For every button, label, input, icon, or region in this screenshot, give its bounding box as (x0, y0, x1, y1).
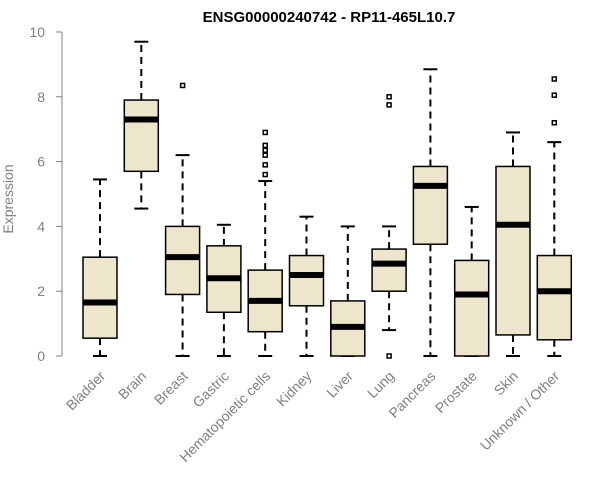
outlier-point (262, 147, 268, 154)
outlier-point (262, 129, 268, 136)
box-liver (330, 225, 366, 357)
outlier-point (551, 76, 558, 82)
iqr-box (412, 165, 449, 245)
x-category-label: Skin (491, 368, 522, 399)
x-category-label: Bladder (63, 368, 109, 414)
x-category-label: Kidney (273, 368, 315, 410)
y-tick-label: 2 (37, 283, 45, 299)
outlier-point (386, 94, 392, 100)
box-prostate (453, 205, 490, 357)
x-category-label: Lung (364, 368, 397, 401)
x-category-label: Prostate (432, 368, 480, 416)
iqr-box (288, 254, 325, 307)
box-hematopoietic-cells (247, 129, 283, 357)
box-skin (495, 131, 531, 357)
chart-title: ENSG00000240742 - RP11-465L10.7 (203, 9, 456, 26)
box-kidney (288, 215, 325, 357)
iqr-box (82, 256, 118, 339)
box-brain (123, 40, 160, 210)
y-tick-label: 4 (37, 218, 45, 234)
y-tick-label: 10 (29, 24, 45, 40)
box-pancreas (412, 68, 449, 357)
outlier-point (551, 119, 558, 126)
box-bladder (82, 178, 118, 357)
iqr-box (371, 248, 407, 292)
y-axis-label: Expression (0, 164, 16, 233)
outlier-point (386, 102, 392, 108)
y-tick-label: 0 (37, 348, 45, 364)
outlier-point (262, 142, 268, 149)
iqr-box (123, 99, 160, 173)
outlier-point (179, 82, 186, 89)
outlier-point (262, 171, 268, 178)
iqr-box (453, 259, 490, 357)
outlier-point (262, 152, 268, 158)
x-category-label: Brain (115, 368, 149, 402)
y-tick-label: 8 (37, 89, 45, 105)
box-gastric (206, 223, 242, 357)
boxes-group (82, 40, 573, 359)
outlier-point (386, 353, 392, 359)
y-axis: 0 2 4 6 8 10 (29, 24, 63, 364)
iqr-box (164, 225, 201, 296)
x-category-label: Breast (151, 368, 191, 408)
iqr-box (495, 165, 531, 336)
outlier-point (551, 92, 558, 98)
box-lung (371, 94, 407, 359)
x-category-label: Liver (323, 368, 356, 401)
y-tick-label: 6 (37, 154, 45, 170)
box-unknown-other (536, 76, 573, 357)
outlier-point (262, 162, 268, 168)
box-breast (164, 82, 201, 357)
iqr-box (536, 254, 573, 341)
